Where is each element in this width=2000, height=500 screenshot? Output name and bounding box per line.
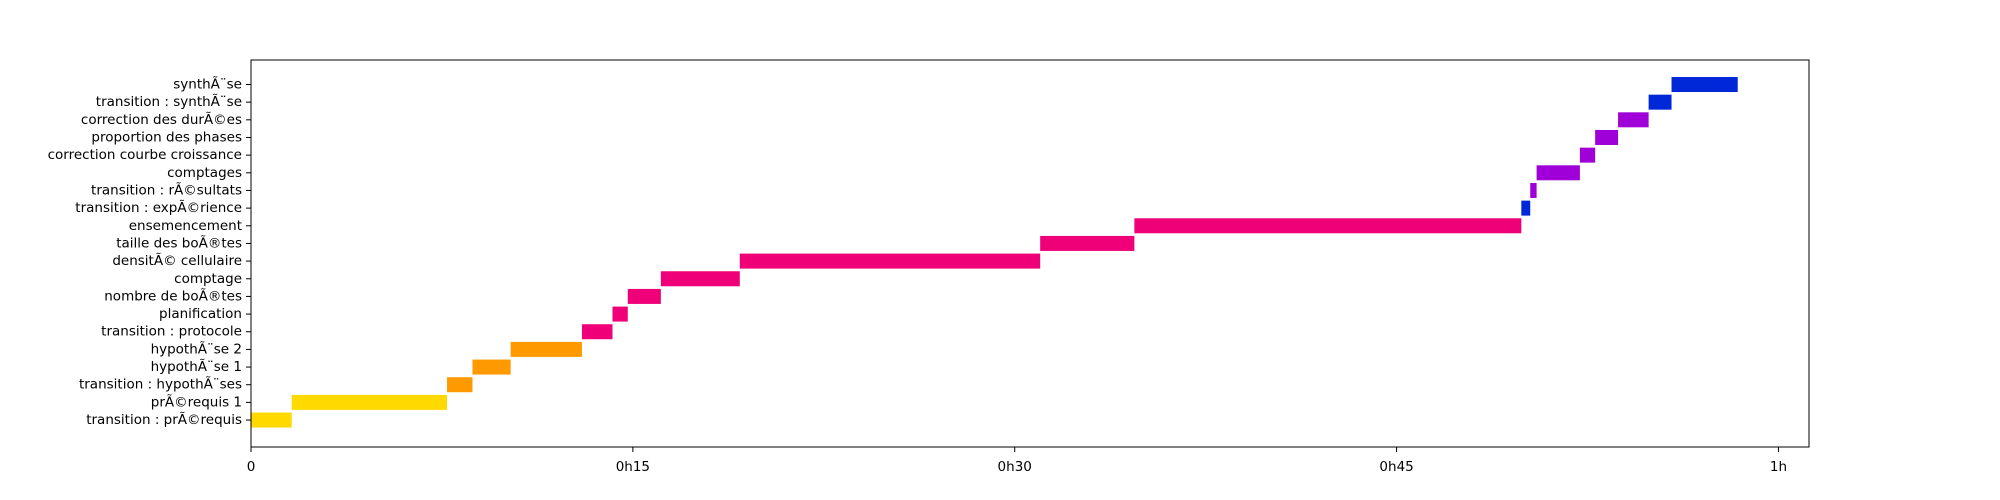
task-label: hypothÃ¨se 2 — [151, 340, 242, 357]
bars-layer — [251, 77, 1738, 428]
task-label: correction courbe croissance — [48, 147, 242, 163]
task-label: transition : prÃ©requis — [86, 411, 242, 428]
task-bar — [251, 412, 292, 428]
task-bar — [510, 341, 582, 357]
task-label: synthÃ¨se — [173, 76, 242, 93]
task-label: transition : expÃ©rience — [75, 199, 242, 216]
task-bar — [291, 394, 448, 410]
x-tick-label: 0h45 — [1379, 459, 1413, 475]
task-bar — [1536, 165, 1580, 181]
task-bar — [1618, 112, 1649, 128]
task-label: proportion des phases — [91, 129, 242, 145]
task-bar — [739, 253, 1041, 269]
task-bar — [472, 359, 511, 375]
task-bar — [447, 377, 473, 393]
task-label: comptages — [167, 165, 242, 181]
task-label: taille des boÃ®tes — [116, 234, 242, 251]
task-label: transition : hypothÃ¨ses — [79, 376, 242, 393]
task-bar — [1530, 182, 1537, 198]
plot-frame — [250, 59, 1810, 448]
task-bar — [1595, 129, 1619, 145]
task-label: planification — [159, 306, 242, 322]
task-bar — [1134, 218, 1522, 234]
task-label: nombre de boÃ®tes — [104, 287, 242, 304]
task-bar — [612, 306, 628, 322]
task-bar — [1579, 147, 1596, 163]
task-label: comptage — [174, 271, 242, 287]
task-label: transition : protocole — [101, 324, 242, 340]
task-bar — [1040, 235, 1135, 251]
task-bar — [627, 288, 661, 304]
x-tick-label: 0h30 — [998, 459, 1032, 475]
task-label: transition : synthÃ¨se — [96, 93, 242, 110]
x-tick-label: 0 — [247, 459, 256, 475]
task-bar — [1521, 200, 1531, 216]
task-label: correction des durÃ©es — [81, 111, 242, 128]
task-bar — [660, 271, 740, 287]
task-label: ensemencement — [129, 218, 242, 234]
x-tick-label: 0h15 — [616, 459, 650, 475]
task-label: densitÃ© cellulaire — [112, 252, 242, 269]
x-tick-label: 1h — [1770, 459, 1787, 475]
task-label: hypothÃ¨se 1 — [151, 358, 242, 375]
task-label: transition : rÃ©sultats — [91, 181, 242, 198]
task-bar — [1648, 94, 1672, 110]
task-bar — [581, 324, 613, 340]
task-label: prÃ©requis 1 — [151, 393, 242, 410]
task-bar — [1671, 77, 1738, 92]
x-axis: 0 0h15 0h30 0h45 1h — [247, 447, 1787, 475]
